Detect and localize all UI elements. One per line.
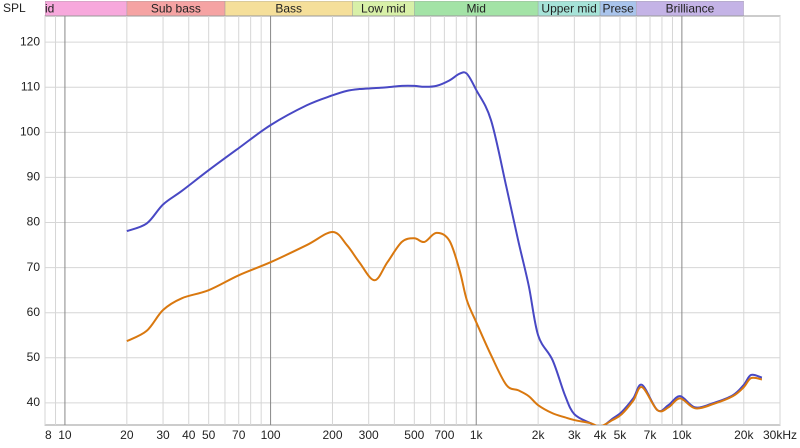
x-tick-label: 300 xyxy=(359,428,379,442)
y-tick-label: 60 xyxy=(27,305,41,319)
band-bg xyxy=(414,1,539,16)
series-line xyxy=(126,71,763,425)
band: Mid xyxy=(414,1,539,16)
band-bg xyxy=(600,1,637,16)
plot-lines xyxy=(126,71,763,425)
x-tick-label: 200 xyxy=(322,428,342,442)
y-tick-label: 70 xyxy=(27,260,41,274)
band: Bass xyxy=(224,1,353,16)
y-tick-label: 110 xyxy=(21,79,40,93)
band-bg xyxy=(45,1,127,16)
band-bg xyxy=(352,1,415,16)
band-label: Brilliance xyxy=(666,2,715,16)
x-tick-label: 70 xyxy=(232,428,246,442)
x-tick-label: 3k xyxy=(568,428,582,442)
x-tick-label: 30 xyxy=(156,428,170,442)
x-tick-label: 8 xyxy=(45,428,52,442)
band: Brilliance xyxy=(636,1,744,16)
x-tick-label: 5k xyxy=(614,428,628,442)
x-tick-label: 50 xyxy=(202,428,216,442)
band-label: id xyxy=(45,2,54,16)
band: Low mid xyxy=(352,1,415,16)
band-bg xyxy=(126,1,225,16)
x-tick-label: 100 xyxy=(261,428,281,442)
band: id xyxy=(45,1,127,16)
plot-area xyxy=(44,15,781,426)
series-line xyxy=(126,230,763,425)
band-bg xyxy=(636,1,744,16)
x-tick-label: 7k xyxy=(644,428,658,442)
x-tick-label: 4k xyxy=(594,428,608,442)
band-label: Bass xyxy=(275,2,302,16)
x-tick-label: 20 xyxy=(120,428,134,442)
y-tick-label: 120 xyxy=(20,34,40,48)
band-label: Sub bass xyxy=(151,2,201,16)
y-tick-label: 80 xyxy=(27,215,41,229)
x-tick-label: 30kHz xyxy=(763,428,797,442)
y-tick-label: 50 xyxy=(27,350,41,364)
band-label: Prese xyxy=(602,2,634,16)
band-label: Low mid xyxy=(361,2,406,16)
band-label: Upper mid xyxy=(541,2,596,16)
y-tick-label: 40 xyxy=(27,395,41,409)
x-tick-label: 40 xyxy=(182,428,196,442)
y-tick-label: 100 xyxy=(20,125,40,139)
band-bg xyxy=(538,1,601,16)
y-axis-label: SPL xyxy=(3,1,26,15)
x-tick-label: 700 xyxy=(434,428,454,442)
x-tick-label: 20k xyxy=(734,428,754,442)
band: Upper mid xyxy=(538,1,601,16)
y-tick-label: 90 xyxy=(27,170,41,184)
x-tick-label: 10 xyxy=(58,428,72,442)
band: Prese xyxy=(600,1,637,16)
x-tick-label: 10k xyxy=(672,428,692,442)
x-tick-label: 500 xyxy=(404,428,424,442)
band: Sub bass xyxy=(126,1,225,16)
band-label: Mid xyxy=(467,2,486,16)
band-bg xyxy=(224,1,353,16)
x-tick-label: 2k xyxy=(532,428,546,442)
x-tick-label: 1k xyxy=(470,428,484,442)
